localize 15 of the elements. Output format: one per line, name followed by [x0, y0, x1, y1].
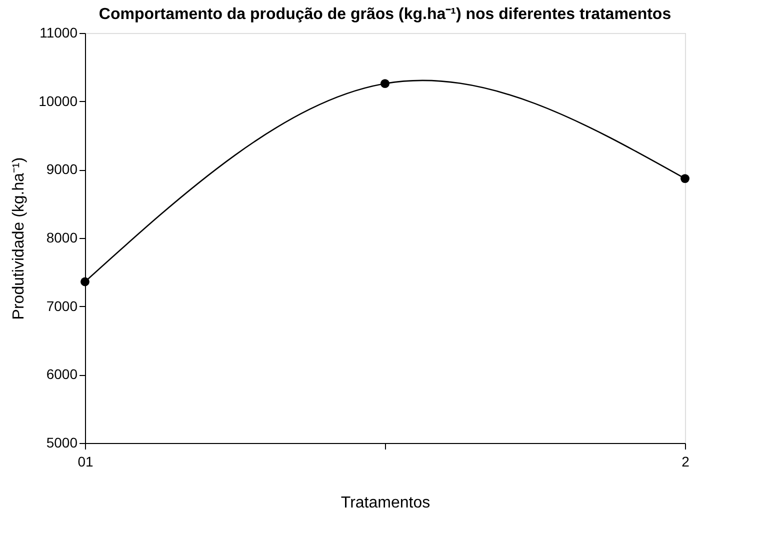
y-tick-label: 10000 — [38, 92, 78, 109]
y-tick-label: 8000 — [46, 230, 78, 246]
y-tick-label: 5000 — [46, 434, 78, 450]
y-tick-label: 6000 — [46, 366, 78, 382]
point — [80, 277, 90, 286]
y-tick-label: 9000 — [46, 161, 78, 178]
point — [380, 79, 390, 88]
y-tick-label: 11000 — [40, 24, 78, 40]
point — [680, 174, 690, 184]
x-tick-label: 01 — [78, 454, 94, 470]
y-tick-label: 7000 — [46, 298, 78, 314]
y-axis-title: Produtividade (kg.ha⁻¹) — [10, 157, 28, 320]
x-axis-title: Tratamentos — [340, 494, 430, 512]
x-tick-label: 2 — [682, 454, 690, 470]
chart-title: Comportamento da produção de grãos (kg.ha⁻¹) nos diferentes tratamentos — [98, 6, 672, 23]
